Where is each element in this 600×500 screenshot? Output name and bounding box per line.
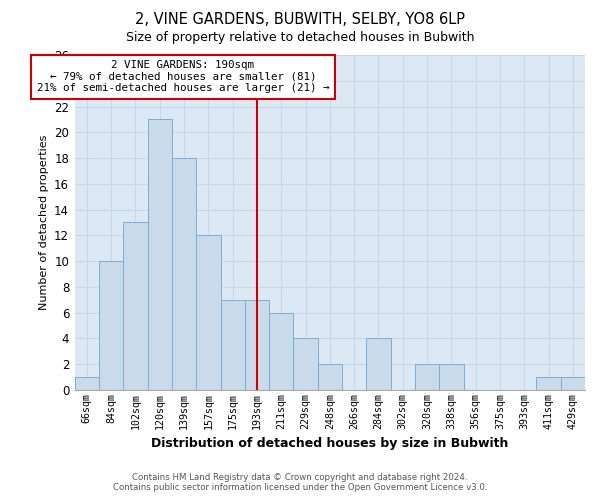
Text: Contains HM Land Registry data © Crown copyright and database right 2024.
Contai: Contains HM Land Registry data © Crown c… xyxy=(113,473,487,492)
Bar xyxy=(196,236,221,390)
Bar xyxy=(99,261,124,390)
Bar xyxy=(536,377,561,390)
Bar xyxy=(75,377,99,390)
Text: 2, VINE GARDENS, BUBWITH, SELBY, YO8 6LP: 2, VINE GARDENS, BUBWITH, SELBY, YO8 6LP xyxy=(135,12,465,28)
Bar xyxy=(561,377,585,390)
Bar xyxy=(318,364,342,390)
Bar xyxy=(415,364,439,390)
Bar xyxy=(367,338,391,390)
Bar xyxy=(269,312,293,390)
Bar xyxy=(439,364,464,390)
Bar xyxy=(221,300,245,390)
Text: Size of property relative to detached houses in Bubwith: Size of property relative to detached ho… xyxy=(126,31,474,44)
Bar xyxy=(124,222,148,390)
Bar xyxy=(245,300,269,390)
X-axis label: Distribution of detached houses by size in Bubwith: Distribution of detached houses by size … xyxy=(151,437,509,450)
Bar xyxy=(293,338,318,390)
Y-axis label: Number of detached properties: Number of detached properties xyxy=(38,135,49,310)
Bar xyxy=(172,158,196,390)
Bar xyxy=(148,120,172,390)
Text: 2 VINE GARDENS: 190sqm
← 79% of detached houses are smaller (81)
21% of semi-det: 2 VINE GARDENS: 190sqm ← 79% of detached… xyxy=(37,60,329,94)
